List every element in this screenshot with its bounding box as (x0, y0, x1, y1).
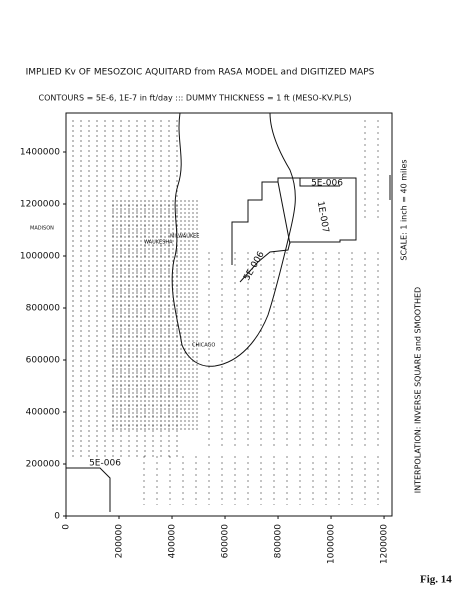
y-tick-label: 400000 (26, 408, 61, 418)
contour (66, 467, 111, 512)
figure-label: Fig. 14 (420, 574, 452, 586)
x-tick-label: 800000 (274, 524, 284, 559)
y-tick-label: 800000 (26, 304, 61, 314)
x-tick-label: 600000 (221, 524, 231, 559)
place-label: CHICAGO (192, 343, 215, 349)
shoreline (171, 112, 296, 367)
scale-note: SCALE: 1 inch = 40 miles (400, 159, 409, 260)
y-tick-label: 1000000 (20, 252, 60, 262)
y-tick-label: 0 (54, 512, 60, 522)
contour-label: 1E-007 (315, 201, 330, 234)
x-tick-label: 400000 (168, 524, 178, 559)
subtitle: CONTOURS = 5E-6, 1E-7 in ft/day ::: DUMM… (38, 94, 351, 103)
contour (231, 177, 357, 283)
x-tick-label: 0 (62, 524, 72, 530)
contour-label: 5E-006 (89, 459, 121, 469)
place-label: MILWAUKEE (170, 234, 199, 240)
place-label: MADISON (30, 226, 54, 232)
y-tick-label: 200000 (26, 460, 61, 470)
contour-label: 5E-006 (311, 179, 343, 189)
y-tick-label: 600000 (26, 356, 61, 366)
x-tick-label: 1000000 (327, 524, 337, 564)
method-note: INTERPOLATION: INVERSE SQUARE and SMOOTH… (414, 287, 423, 493)
y-tick-label: 1200000 (20, 200, 60, 210)
title: IMPLIED Kv OF MESOZOIC AQUITARD from RAS… (26, 68, 375, 78)
dot-field (70, 118, 390, 505)
x-tick-label: 1200000 (380, 524, 390, 564)
y-tick-label: 1400000 (20, 148, 60, 158)
x-tick-label: 200000 (115, 524, 125, 559)
place-label: WAUKESHA (144, 240, 173, 246)
plot-frame (65, 112, 393, 517)
